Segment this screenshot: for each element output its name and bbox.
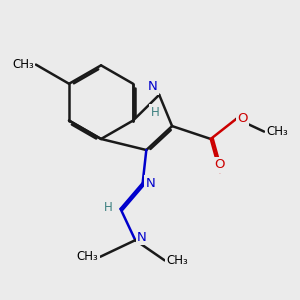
Text: CH₃: CH₃ xyxy=(77,250,98,263)
Text: H: H xyxy=(104,200,112,214)
Text: O: O xyxy=(237,112,248,125)
Text: CH₃: CH₃ xyxy=(12,58,34,71)
Text: N: N xyxy=(148,80,158,93)
Text: CH₃: CH₃ xyxy=(167,254,188,267)
Text: CH₃: CH₃ xyxy=(266,125,288,138)
Text: N: N xyxy=(146,177,155,190)
Text: N: N xyxy=(137,231,147,244)
Text: O: O xyxy=(215,158,225,171)
Text: H: H xyxy=(150,106,159,119)
